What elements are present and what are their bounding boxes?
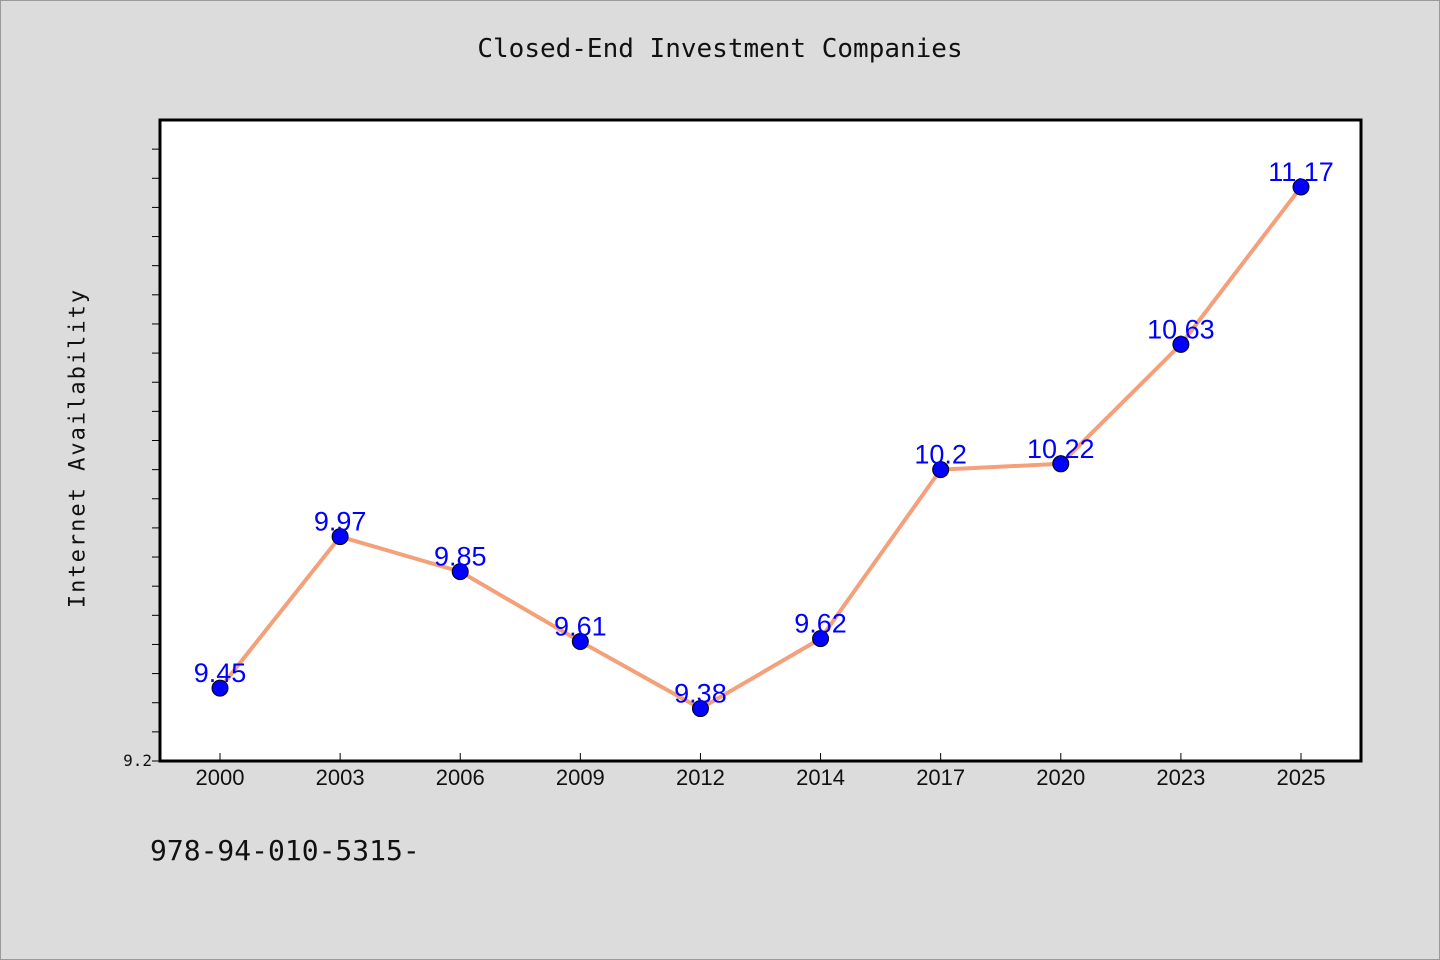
data-point xyxy=(1052,455,1070,473)
data-label: 9.38 xyxy=(674,679,727,709)
data-label: 10.22 xyxy=(1027,434,1095,464)
x-tick-label: 2014 xyxy=(796,765,845,790)
data-point xyxy=(691,700,709,718)
footer-code: 978-94-010-5315- xyxy=(150,834,420,867)
x-tick-label: 2023 xyxy=(1156,765,1205,790)
data-label: 10.63 xyxy=(1147,314,1215,344)
x-axis-ticks: 2000 2003 2006 2009 2012 2014 2017 2020 2023 2025 xyxy=(196,753,1326,790)
data-label: 10.2 xyxy=(914,440,967,470)
data-markers xyxy=(211,178,1310,718)
data-label: 9.97 xyxy=(314,507,367,537)
data-label: 11.17 xyxy=(1268,157,1334,187)
data-point xyxy=(812,630,830,648)
data-point xyxy=(932,461,950,479)
data-point xyxy=(211,679,229,697)
data-point xyxy=(331,528,349,546)
data-label: 9.62 xyxy=(794,609,847,639)
x-tick-label: 2003 xyxy=(316,765,365,790)
x-tick-label: 2012 xyxy=(676,765,725,790)
data-label: 9.61 xyxy=(554,612,607,642)
data-point xyxy=(571,633,589,651)
x-tick-label: 2020 xyxy=(1036,765,1085,790)
x-tick-label: 2006 xyxy=(436,765,485,790)
x-tick-label: 2000 xyxy=(196,765,245,790)
data-label: 9.85 xyxy=(434,542,487,572)
data-label: 9.45 xyxy=(194,658,247,688)
x-tick-label: 2017 xyxy=(916,765,965,790)
data-point xyxy=(451,563,469,581)
y-tick-label: 9.2 xyxy=(123,751,152,770)
series-line xyxy=(218,185,1303,711)
x-tick-label: 2009 xyxy=(556,765,605,790)
data-point xyxy=(1292,178,1310,196)
plot-area xyxy=(158,118,1363,763)
chart-title: Closed-End Investment Companies xyxy=(477,34,963,64)
data-labels: 9.45 9.97 9.85 9.61 9.38 9.62 10.2 10.22 10.63 11… xyxy=(194,157,1334,709)
data-point xyxy=(1172,335,1190,353)
y-axis-ticks: 9.2 xyxy=(123,148,160,770)
x-tick-label: 2025 xyxy=(1277,765,1326,790)
